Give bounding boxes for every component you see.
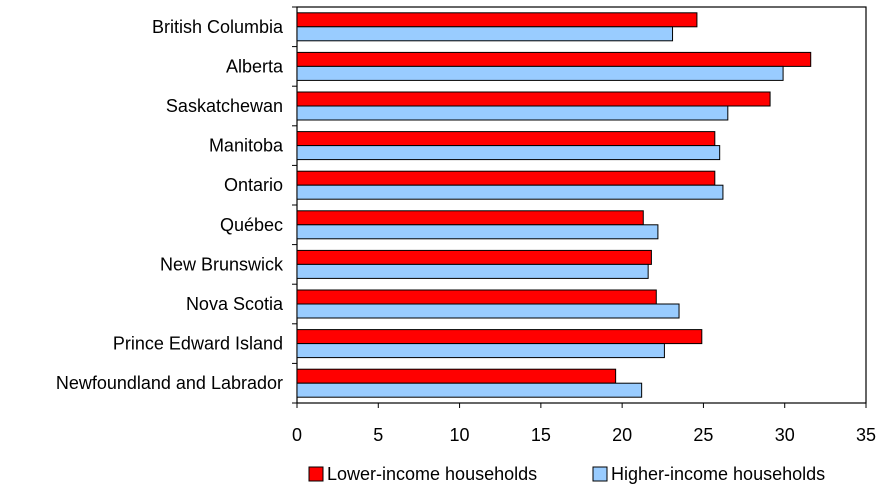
bar-lower-income [296,131,716,147]
x-tick-label: 5 [373,425,383,445]
category-label: Alberta [226,56,284,76]
category-label: Newfoundland and Labrador [56,373,283,393]
bar-lower-income [296,368,617,384]
bar-lower-income [296,289,657,305]
category-label: New Brunswick [160,254,284,274]
x-tick-label: 20 [612,425,632,445]
category-label: Manitoba [209,136,284,156]
bars-group [296,12,812,398]
x-tick-label: 10 [450,425,470,445]
x-tick-label: 15 [531,425,551,445]
category-label: Nova Scotia [186,294,284,314]
legend-label-higher-income: Higher-income households [611,464,825,484]
bar-higher-income [296,263,649,279]
bar-lower-income [296,210,644,226]
bar-higher-income [296,382,643,398]
bar-higher-income [296,343,665,359]
bar-lower-income [296,249,652,265]
x-tick-label: 35 [856,425,876,445]
bar-lower-income [296,329,703,345]
bar-higher-income [296,105,729,121]
category-label: Saskatchewan [166,96,283,116]
legend: Lower-income households Higher-income hou… [308,464,825,484]
x-tick-label: 30 [775,425,795,445]
bar-lower-income [296,170,716,186]
x-axis: 0 5 10 15 20 25 30 35 [292,403,876,445]
bar-lower-income [296,91,771,107]
x-tick-label: 25 [693,425,713,445]
category-label: Ontario [224,175,283,195]
category-labels: British Columbia Alberta Saskatchewan Manit… [56,17,284,393]
legend-swatch-higher-income [592,466,608,482]
bar-higher-income [296,184,724,200]
plot-area [292,6,867,404]
bar-higher-income [296,26,674,42]
bar-higher-income [296,145,721,161]
bar-higher-income [296,303,680,319]
category-label: Québec [220,215,283,235]
bar-lower-income [296,12,698,28]
legend-label-lower-income: Lower-income households [327,464,537,484]
x-tick-label: 0 [292,425,302,445]
bar-lower-income [296,51,812,67]
bar-higher-income [296,224,659,240]
category-label: Prince Edward Island [113,334,283,354]
bar-higher-income [296,65,784,81]
legend-swatch-lower-income [308,466,324,482]
category-label: British Columbia [152,17,284,37]
